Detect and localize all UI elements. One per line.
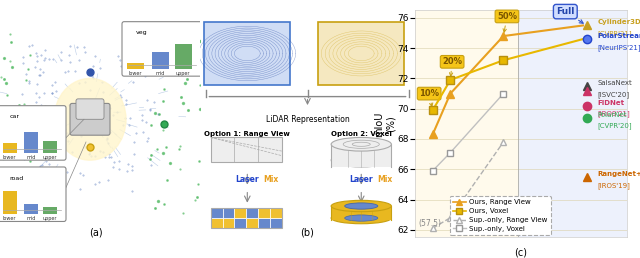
FancyBboxPatch shape <box>204 22 291 85</box>
Text: LiDAR Representation: LiDAR Representation <box>266 115 349 124</box>
Text: Cylinder3D: Cylinder3D <box>597 19 640 26</box>
Text: [CVPR'20]: [CVPR'20] <box>597 123 632 130</box>
Bar <box>24 204 38 214</box>
Bar <box>258 208 270 218</box>
Text: mid: mid <box>26 216 35 221</box>
FancyBboxPatch shape <box>0 167 66 221</box>
Text: road: road <box>10 176 24 181</box>
Bar <box>246 218 258 228</box>
Text: Mix: Mix <box>263 175 278 184</box>
FancyBboxPatch shape <box>76 99 104 119</box>
Ellipse shape <box>345 203 378 209</box>
Bar <box>270 208 282 218</box>
Bar <box>270 218 282 228</box>
Bar <box>3 191 17 214</box>
Bar <box>211 138 282 163</box>
Bar <box>43 141 57 153</box>
Bar <box>152 52 169 69</box>
Text: RangeNet++: RangeNet++ <box>597 171 640 177</box>
Bar <box>211 208 223 218</box>
Bar <box>234 208 246 218</box>
Text: mid: mid <box>26 155 35 160</box>
Text: Mix: Mix <box>377 175 392 184</box>
Text: (57.5): (57.5) <box>419 219 442 228</box>
Text: [CVPR'21]: [CVPR'21] <box>597 30 632 37</box>
Text: Laser: Laser <box>349 175 373 184</box>
FancyBboxPatch shape <box>70 103 110 135</box>
Text: Option 1: Range View: Option 1: Range View <box>204 131 290 137</box>
Legend: Ours, Range View, Ours, Voxel, Sup.-only, Range View, Sup.-only, Voxel: Ours, Range View, Ours, Voxel, Sup.-only… <box>449 196 551 235</box>
Bar <box>331 207 391 220</box>
Text: Full: Full <box>556 7 583 23</box>
Text: upper: upper <box>43 216 57 221</box>
Text: 20%: 20% <box>442 57 462 76</box>
Bar <box>223 218 234 228</box>
FancyBboxPatch shape <box>122 22 202 76</box>
Bar <box>3 143 17 153</box>
Bar <box>258 218 270 228</box>
Text: 10%: 10% <box>419 89 439 107</box>
Bar <box>127 63 144 69</box>
Bar <box>175 44 191 69</box>
Ellipse shape <box>331 212 391 224</box>
Ellipse shape <box>331 200 391 212</box>
Text: PolarNet: PolarNet <box>597 112 627 118</box>
Text: PolarStream: PolarStream <box>597 33 640 39</box>
Text: upper: upper <box>176 71 191 76</box>
Text: [IROS'19]: [IROS'19] <box>597 182 630 189</box>
Bar <box>234 218 246 228</box>
Text: (a): (a) <box>89 227 103 237</box>
Text: FIDNet: FIDNet <box>597 100 624 106</box>
Text: (b): (b) <box>301 227 314 237</box>
Ellipse shape <box>345 215 378 221</box>
FancyBboxPatch shape <box>318 22 404 85</box>
Bar <box>223 208 234 218</box>
Text: 50%: 50% <box>497 12 517 32</box>
Text: mid: mid <box>156 71 165 76</box>
Text: veg: veg <box>136 30 147 35</box>
Text: car: car <box>10 115 20 119</box>
Ellipse shape <box>331 138 391 151</box>
Text: Option 2: Voxel: Option 2: Voxel <box>331 131 392 137</box>
Text: (c): (c) <box>515 247 527 257</box>
Bar <box>518 10 627 237</box>
Text: upper: upper <box>43 155 57 160</box>
Bar <box>246 208 258 218</box>
Bar <box>415 10 518 237</box>
Y-axis label: mIoU
(%): mIoU (%) <box>374 111 396 136</box>
Text: [NeurIPS'21]: [NeurIPS'21] <box>597 44 640 51</box>
Ellipse shape <box>331 153 391 167</box>
Bar <box>331 144 391 167</box>
Text: [ISVC'20]: [ISVC'20] <box>597 91 629 98</box>
Text: lower: lower <box>3 155 17 160</box>
Text: lower: lower <box>3 216 17 221</box>
Bar <box>43 207 57 214</box>
Bar <box>211 208 282 228</box>
Text: Laser: Laser <box>236 175 259 184</box>
FancyBboxPatch shape <box>0 106 66 160</box>
Text: [IROS'21]: [IROS'21] <box>597 111 630 117</box>
Text: SalsaNext: SalsaNext <box>597 80 632 86</box>
Bar <box>211 218 223 228</box>
Text: lower: lower <box>129 71 142 76</box>
Circle shape <box>54 78 126 160</box>
Bar <box>24 132 38 153</box>
